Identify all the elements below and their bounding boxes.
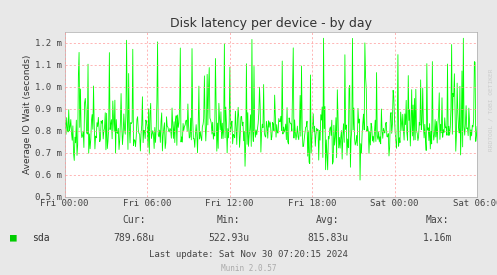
Text: Avg:: Avg: bbox=[316, 215, 340, 225]
Text: Min:: Min: bbox=[217, 215, 241, 225]
Text: Last update: Sat Nov 30 07:20:15 2024: Last update: Sat Nov 30 07:20:15 2024 bbox=[149, 250, 348, 259]
Text: 815.83u: 815.83u bbox=[308, 233, 348, 243]
Text: Max:: Max: bbox=[425, 215, 449, 225]
Text: 1.16m: 1.16m bbox=[422, 233, 452, 243]
Y-axis label: Average IO Wait (seconds): Average IO Wait (seconds) bbox=[23, 54, 32, 174]
Text: sda: sda bbox=[32, 233, 50, 243]
Text: 789.68u: 789.68u bbox=[114, 233, 155, 243]
Text: 522.93u: 522.93u bbox=[208, 233, 249, 243]
Text: Cur:: Cur: bbox=[122, 215, 146, 225]
Text: RRDTOOL / TOBI OETIKER: RRDTOOL / TOBI OETIKER bbox=[489, 69, 494, 151]
Title: Disk latency per device - by day: Disk latency per device - by day bbox=[170, 17, 372, 31]
Text: ■: ■ bbox=[10, 233, 17, 243]
Text: Munin 2.0.57: Munin 2.0.57 bbox=[221, 265, 276, 273]
